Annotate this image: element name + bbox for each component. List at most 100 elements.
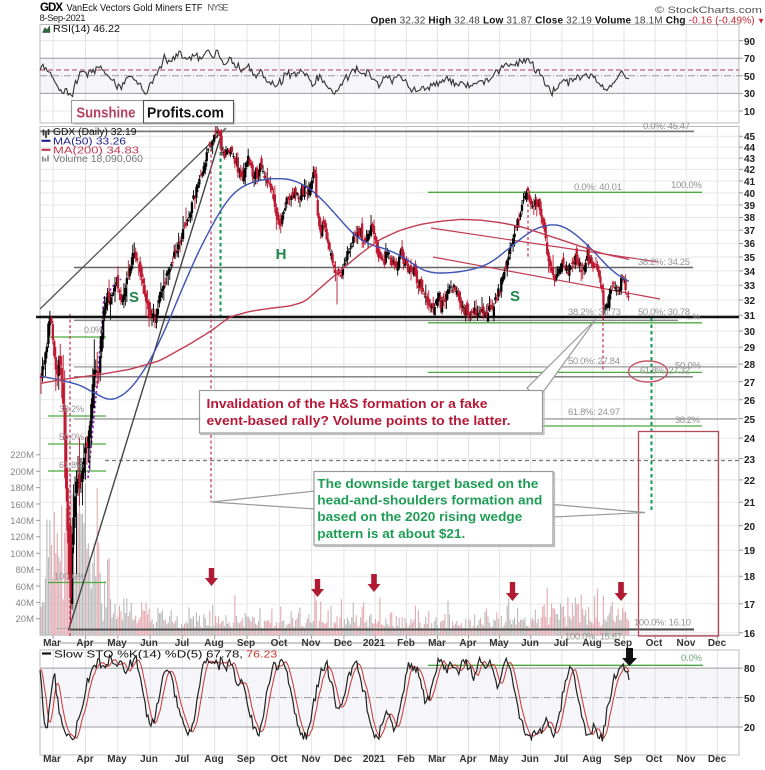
svg-text:0.0%: 45.47: 0.0%: 45.47 <box>643 121 690 132</box>
svg-text:Mar: Mar <box>43 638 61 649</box>
svg-text:17: 17 <box>744 600 756 611</box>
svg-text:100.0%: 100.0% <box>54 572 85 582</box>
svg-text:Nov: Nov <box>302 638 321 649</box>
svg-text:0.0%: 0.0% <box>84 325 103 335</box>
svg-text:Slow STO %K(14) %D(5) 67.78,: Slow STO %K(14) %D(5) 67.78, <box>54 650 243 661</box>
svg-text:Oct: Oct <box>271 638 288 649</box>
svg-text:Apr: Apr <box>76 638 93 649</box>
svg-text:20: 20 <box>744 522 756 533</box>
svg-text:90: 90 <box>744 37 756 48</box>
svg-text:20: 20 <box>744 723 756 734</box>
svg-text:34: 34 <box>744 267 756 278</box>
svg-text:0.0%: 0.0% <box>681 653 703 664</box>
svg-text:44: 44 <box>744 143 756 154</box>
svg-text:38.2%: 38.2% <box>675 415 701 426</box>
svg-text:39: 39 <box>744 201 756 212</box>
svg-text:35: 35 <box>744 253 756 264</box>
svg-text:Mar: Mar <box>428 638 446 649</box>
svg-text:event-based rally? Volume poin: event-based rally? Volume points to the … <box>207 414 511 428</box>
svg-text:Sep: Sep <box>614 754 632 765</box>
svg-text:60M: 60M <box>16 582 35 593</box>
svg-text:28: 28 <box>744 360 756 371</box>
svg-text:50: 50 <box>744 694 756 705</box>
svg-text:Mar: Mar <box>428 754 446 765</box>
svg-text:Sep: Sep <box>614 638 632 649</box>
svg-text:10: 10 <box>744 107 756 118</box>
svg-text:Feb: Feb <box>397 754 415 765</box>
svg-text:Open 32.32 High 32.48 Low 31.8: Open 32.32 High 32.48 Low 31.87 Close 32… <box>371 16 765 27</box>
svg-text:220M: 220M <box>10 450 34 461</box>
svg-text:26: 26 <box>744 396 756 407</box>
svg-text:Dec: Dec <box>708 638 727 649</box>
svg-text:50.0%: 30.78: 50.0%: 30.78 <box>638 307 690 318</box>
svg-text:based on the 2020 rising wedge: based on the 2020 rising wedge <box>317 509 522 524</box>
svg-text:29: 29 <box>744 343 756 354</box>
svg-text:Sep: Sep <box>237 638 255 649</box>
svg-text:head-and-shoulders formation a: head-and-shoulders formation and <box>317 493 542 508</box>
svg-text:40M: 40M <box>16 598 35 609</box>
svg-text:...%: ...% <box>687 312 700 322</box>
svg-text:S: S <box>510 288 520 305</box>
svg-text:Jul: Jul <box>175 754 190 765</box>
svg-text:100.0%: 16.10: 100.0%: 16.10 <box>634 618 691 629</box>
svg-text:200M: 200M <box>10 467 34 478</box>
svg-text:Oct: Oct <box>646 754 663 765</box>
svg-text:38.2%: 38.2% <box>59 404 84 414</box>
svg-text:22: 22 <box>744 476 756 487</box>
svg-text:© StockCharts.com: © StockCharts.com <box>655 5 762 16</box>
svg-text:43: 43 <box>744 154 756 165</box>
svg-text:50.0%: 50.0% <box>59 432 84 442</box>
svg-text:The downside target based on t: The downside target based on the <box>317 476 538 491</box>
svg-text:38.2%: 34.25: 38.2%: 34.25 <box>638 257 690 268</box>
svg-text:0.0%: 40.01: 0.0%: 40.01 <box>574 182 622 193</box>
svg-text:140M: 140M <box>10 516 34 527</box>
svg-text:36: 36 <box>744 239 756 250</box>
svg-text:May: May <box>107 638 127 649</box>
svg-text:Aug: Aug <box>582 754 601 765</box>
svg-text:May: May <box>489 638 509 649</box>
svg-text:76.23: 76.23 <box>246 650 278 661</box>
svg-text:31: 31 <box>744 311 756 322</box>
svg-text:Jul: Jul <box>554 638 569 649</box>
svg-text:33: 33 <box>744 281 756 292</box>
svg-text:Aug: Aug <box>204 754 223 765</box>
svg-text:2021: 2021 <box>363 754 386 765</box>
svg-text:Dec: Dec <box>334 638 353 649</box>
svg-text:Sep: Sep <box>237 754 255 765</box>
svg-text:Jul: Jul <box>554 754 569 765</box>
svg-text:19: 19 <box>744 546 756 557</box>
svg-text:38: 38 <box>744 213 756 224</box>
svg-text:30: 30 <box>744 327 756 338</box>
svg-text:160M: 160M <box>10 500 34 511</box>
svg-text:RSI(14) 46.22: RSI(14) 46.22 <box>53 23 120 35</box>
svg-text:Jun: Jun <box>140 754 158 765</box>
svg-text:38.2%: 30.73: 38.2%: 30.73 <box>568 307 621 318</box>
svg-text:23: 23 <box>744 455 756 466</box>
svg-text:80: 80 <box>744 664 756 675</box>
svg-text:50: 50 <box>744 72 756 83</box>
svg-text:50.0%: 50.0% <box>675 361 702 372</box>
svg-text:18: 18 <box>744 572 756 583</box>
svg-text:Apr: Apr <box>76 754 93 765</box>
svg-text:24: 24 <box>744 434 756 445</box>
svg-text:Jun: Jun <box>521 638 539 649</box>
svg-text:Oct: Oct <box>271 754 288 765</box>
svg-text:NYSE: NYSE <box>208 3 229 13</box>
svg-text:Feb: Feb <box>397 638 415 649</box>
svg-text:Mar: Mar <box>43 754 61 765</box>
svg-text:Nov: Nov <box>302 754 321 765</box>
svg-text:Jun: Jun <box>521 754 539 765</box>
svg-text:37: 37 <box>744 226 756 237</box>
svg-text:70: 70 <box>744 54 756 65</box>
svg-text:100.0%: 100.0% <box>671 180 703 191</box>
svg-text:80M: 80M <box>16 565 35 576</box>
svg-text:32: 32 <box>744 296 756 307</box>
svg-text:Nov: Nov <box>677 638 696 649</box>
svg-text:Apr: Apr <box>459 754 476 765</box>
svg-text:41: 41 <box>744 177 756 188</box>
svg-text:S: S <box>129 289 139 306</box>
svg-text:H: H <box>276 246 287 263</box>
svg-text:Aug: Aug <box>582 638 601 649</box>
svg-text:VanEck Vectors Gold Miners ETF: VanEck Vectors Gold Miners ETF <box>67 2 203 14</box>
svg-text:50.0%: 27.84: 50.0%: 27.84 <box>568 356 620 367</box>
